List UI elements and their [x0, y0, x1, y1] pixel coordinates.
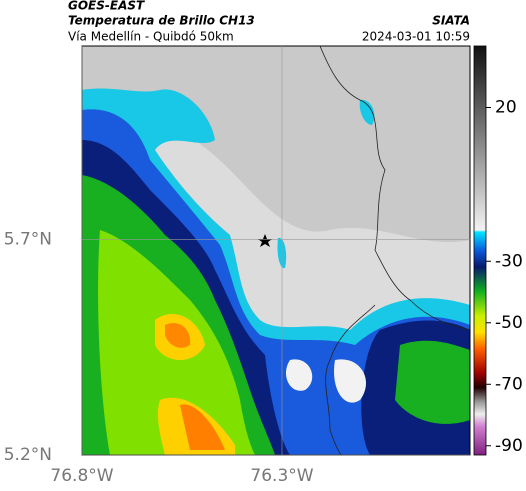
colorbar-tick-label: -50	[495, 313, 523, 333]
satellite-image	[82, 46, 470, 455]
source: SIATA	[432, 14, 470, 28]
colorbar-tick-label: 20	[495, 98, 517, 118]
route: Vía Medellín - Quibdó 50km	[68, 30, 234, 44]
colorbar-tick-label: -90	[495, 436, 523, 456]
location-marker	[258, 234, 272, 247]
x-tick-label: 76.3°W	[250, 466, 313, 486]
colorbar-tick-label: -30	[495, 251, 523, 271]
x-tick-label: 76.8°W	[50, 466, 113, 486]
y-tick-label: 5.2°N	[4, 445, 52, 465]
colorbar	[473, 45, 487, 456]
title: GOES-EAST	[68, 0, 145, 13]
y-tick-label: 5.7°N	[4, 230, 52, 250]
datetime: 2024-03-01 10:59	[362, 30, 470, 44]
subtitle: Temperatura de Brillo CH13	[68, 14, 255, 28]
colorbar-tick-label: -70	[495, 374, 523, 394]
